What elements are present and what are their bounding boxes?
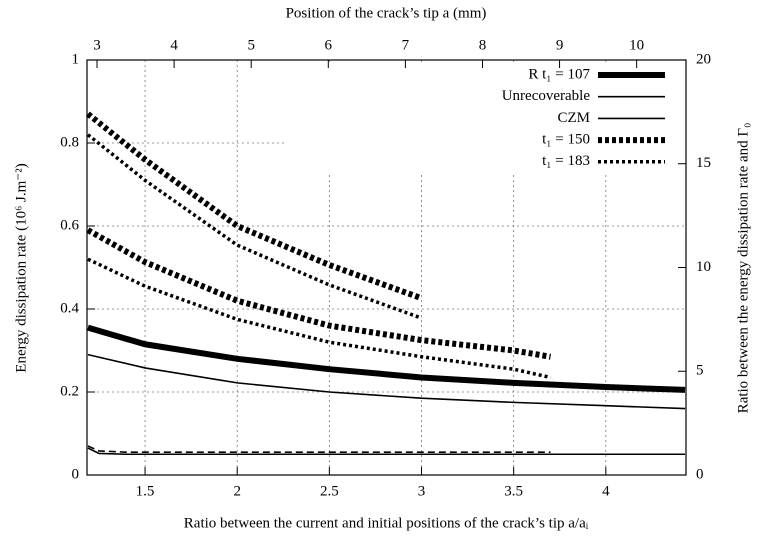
y2-tick-label: 15 <box>696 155 711 171</box>
legend-label: R t₁ = 107 <box>528 66 590 82</box>
y2-tick-label: 20 <box>696 51 711 67</box>
legend-label: CZM <box>557 110 590 126</box>
x-tick-label: 2 <box>233 483 241 499</box>
x-tick-label: 3 <box>418 483 426 499</box>
y2-tick-label: 5 <box>696 363 704 379</box>
x2-axis-label: Position of the crack’s tip a (mm) <box>286 5 487 21</box>
x2-tick-label: 8 <box>479 37 487 53</box>
x2-tick-label: 9 <box>556 37 564 53</box>
x-tick-label: 2.5 <box>320 483 339 499</box>
series-line <box>86 227 552 360</box>
x2-tick-label: 3 <box>93 37 101 53</box>
y-tick-label: 1 <box>72 51 80 67</box>
series-line <box>86 133 423 320</box>
legend-label: Unrecoverable <box>502 88 591 104</box>
y2-axis-label: Ratio between the energy dissipation rat… <box>735 123 751 414</box>
x-tick-label: 1.5 <box>136 483 155 499</box>
x2-tick-label: 7 <box>402 37 410 53</box>
y-tick-label: 0.8 <box>60 134 79 150</box>
series-line <box>87 257 551 380</box>
legend-label: t₁ = 150 <box>542 132 590 148</box>
x2-tick-label: 5 <box>247 37 255 53</box>
legend-label: t₁ = 183 <box>542 153 590 169</box>
x-tick-label: 3.5 <box>504 483 523 499</box>
legend-background <box>285 62 684 172</box>
x-axis-label: Ratio between the current and initial po… <box>184 515 589 531</box>
y-tick-label: 0 <box>72 466 80 482</box>
series-line <box>87 447 686 456</box>
y2-tick-label: 0 <box>696 466 704 482</box>
x2-tick-label: 4 <box>170 37 178 53</box>
y2-tick-label: 10 <box>696 259 711 275</box>
series-line <box>87 353 686 410</box>
series-line <box>87 445 551 453</box>
x2-tick-label: 6 <box>325 37 333 53</box>
x-tick-label: 4 <box>602 483 610 499</box>
y-tick-label: 0.2 <box>60 383 79 399</box>
y-tick-label: 0.4 <box>60 300 79 316</box>
y-axis-label: Energy dissipation rate (10⁶ J.m⁻²) <box>13 163 29 372</box>
series-line <box>87 324 686 393</box>
y-tick-label: 0.6 <box>60 217 79 233</box>
x2-tick-label: 10 <box>629 37 644 53</box>
series-layer <box>86 111 686 456</box>
